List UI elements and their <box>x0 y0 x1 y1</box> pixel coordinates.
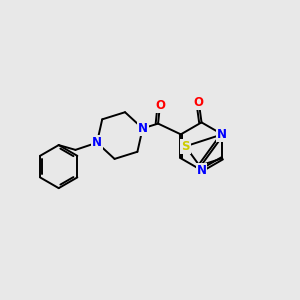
Text: N: N <box>92 136 102 149</box>
Text: N: N <box>217 128 227 141</box>
Text: O: O <box>155 99 165 112</box>
Text: S: S <box>181 140 190 153</box>
Text: N: N <box>138 122 148 135</box>
Text: N: N <box>196 164 206 177</box>
Text: O: O <box>194 96 204 109</box>
